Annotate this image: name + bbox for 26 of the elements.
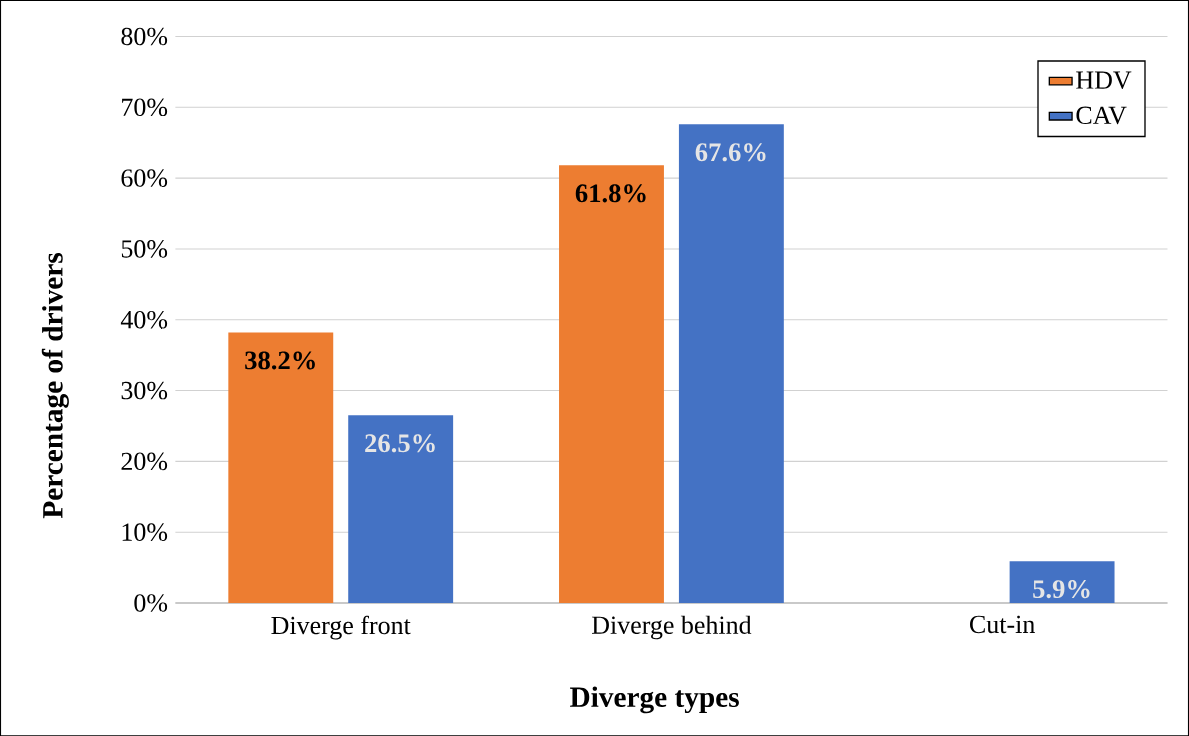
y-tick-label: 80% (121, 27, 168, 46)
y-tick-label: 20% (121, 452, 168, 470)
x-tick-label: Cut-in (970, 615, 1035, 633)
y-tick-label: 30% (121, 381, 168, 400)
bar (559, 165, 664, 603)
data-label: 5.9% (1033, 579, 1090, 599)
y-axis-title: Percentage of drivers (41, 252, 69, 518)
data-label: 38.2% (245, 351, 315, 370)
x-tick-label: Diverge front (271, 615, 411, 640)
y-tick-label: 70% (122, 98, 168, 116)
y-tick-label: 40% (120, 310, 168, 329)
x-axis-title: Diverge types (570, 686, 739, 714)
bar (348, 415, 454, 603)
bar (1009, 561, 1115, 603)
y-tick-label: 0% (134, 593, 168, 612)
legend-label: CAV (1076, 106, 1127, 125)
data-label: 26.5% (365, 434, 435, 453)
bar (228, 332, 334, 603)
y-tick-label: 50% (121, 239, 168, 258)
y-tick-label: 60% (121, 169, 168, 187)
y-tick-label: 10% (122, 523, 168, 541)
x-tick-label: Diverge behind (591, 615, 752, 640)
data-label: 67.6% (695, 143, 766, 162)
legend-label: HDV (1076, 71, 1132, 89)
data-label: 61.8% (575, 184, 646, 203)
bar (678, 124, 784, 603)
